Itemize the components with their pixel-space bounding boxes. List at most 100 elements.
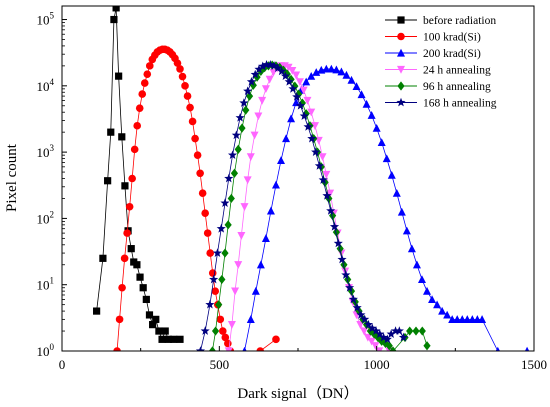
legend-item: 100 krad(Si)	[385, 32, 481, 44]
data-point	[371, 326, 381, 335]
data-point	[322, 190, 332, 200]
data-point	[195, 346, 206, 351]
data-point	[386, 329, 396, 338]
data-point	[200, 326, 210, 335]
data-point	[310, 122, 319, 130]
x-tick-label: 500	[210, 357, 230, 372]
data-point	[341, 270, 351, 279]
data-point	[265, 59, 275, 69]
data-point	[337, 67, 346, 76]
data-point	[288, 66, 297, 75]
data-point	[287, 114, 296, 123]
legend-label: 200 krad(Si)	[423, 48, 481, 60]
data-point	[201, 209, 209, 217]
data-point	[379, 332, 389, 342]
data-point	[238, 123, 246, 133]
data-point	[256, 260, 265, 269]
data-point	[125, 202, 134, 211]
data-point	[242, 105, 250, 115]
data-point	[231, 130, 241, 140]
data-point	[221, 248, 229, 258]
data-point	[345, 282, 355, 292]
data-point	[329, 211, 337, 221]
series-line	[96, 7, 180, 341]
data-point	[390, 326, 401, 335]
data-point	[227, 150, 238, 160]
y-tick-label: 105	[37, 11, 55, 28]
data-point	[99, 254, 107, 262]
data-point	[367, 111, 376, 119]
data-point	[438, 306, 447, 315]
data-point	[397, 207, 406, 216]
data-point	[265, 75, 274, 84]
data-point	[216, 223, 226, 233]
data-point	[288, 84, 298, 93]
series-100-krad-si	[113, 45, 280, 351]
data-point	[170, 335, 178, 343]
data-point	[256, 347, 265, 351]
legend-marker	[397, 16, 405, 24]
legend-marker	[397, 48, 405, 57]
legend-marker	[397, 65, 405, 74]
data-point	[135, 104, 144, 112]
data-point	[250, 69, 260, 79]
data-point	[478, 315, 487, 323]
series-168-h-annealing	[195, 59, 408, 351]
data-point	[453, 315, 462, 323]
data-point	[269, 61, 279, 70]
y-tick-label: 104	[37, 77, 55, 94]
data-point	[458, 315, 467, 323]
data-point	[272, 335, 280, 344]
data-point	[198, 189, 207, 198]
data-point	[378, 336, 386, 346]
data-point	[110, 15, 118, 24]
data-point	[161, 327, 169, 335]
data-point	[374, 332, 382, 343]
data-point	[133, 261, 141, 269]
data-point	[495, 346, 500, 351]
data-point	[231, 287, 240, 296]
data-point	[423, 286, 432, 295]
y-axis-title: Pixel count	[4, 143, 20, 212]
x-tick-label: 0	[59, 357, 66, 372]
data-point	[314, 161, 324, 170]
x-axis-title: Dark signal（DN）	[237, 385, 358, 402]
legend-label: before radiation	[423, 15, 496, 27]
data-point	[412, 326, 420, 336]
data-point	[93, 307, 101, 315]
data-point	[227, 321, 236, 329]
legend-item: before radiation	[385, 15, 496, 27]
data-point	[254, 112, 263, 121]
data-point	[243, 176, 252, 185]
data-point	[242, 346, 247, 351]
data-point	[375, 347, 384, 351]
legend-item: 168 h annealing	[385, 98, 497, 110]
data-point	[196, 169, 204, 178]
data-point	[385, 341, 393, 351]
y-tick-label: 101	[37, 276, 55, 293]
data-point	[423, 341, 431, 351]
data-point	[133, 121, 142, 130]
data-point	[398, 332, 408, 342]
data-point	[178, 72, 187, 81]
data-point	[292, 98, 301, 107]
data-point	[254, 64, 264, 74]
y-tick-label: 102	[37, 209, 55, 226]
data-point	[360, 314, 370, 324]
data-point	[227, 193, 235, 204]
series-layer	[93, 6, 530, 351]
data-point	[337, 254, 347, 264]
data-point	[277, 156, 286, 165]
data-point	[295, 100, 306, 110]
data-point	[224, 339, 232, 348]
data-point	[352, 82, 361, 91]
data-point	[428, 295, 437, 304]
data-point	[329, 221, 340, 231]
data-point	[284, 77, 294, 86]
data-point	[115, 72, 123, 80]
y-tick-label: 100	[37, 342, 55, 359]
data-point	[155, 327, 163, 335]
data-point	[295, 78, 304, 87]
data-point	[149, 321, 157, 329]
